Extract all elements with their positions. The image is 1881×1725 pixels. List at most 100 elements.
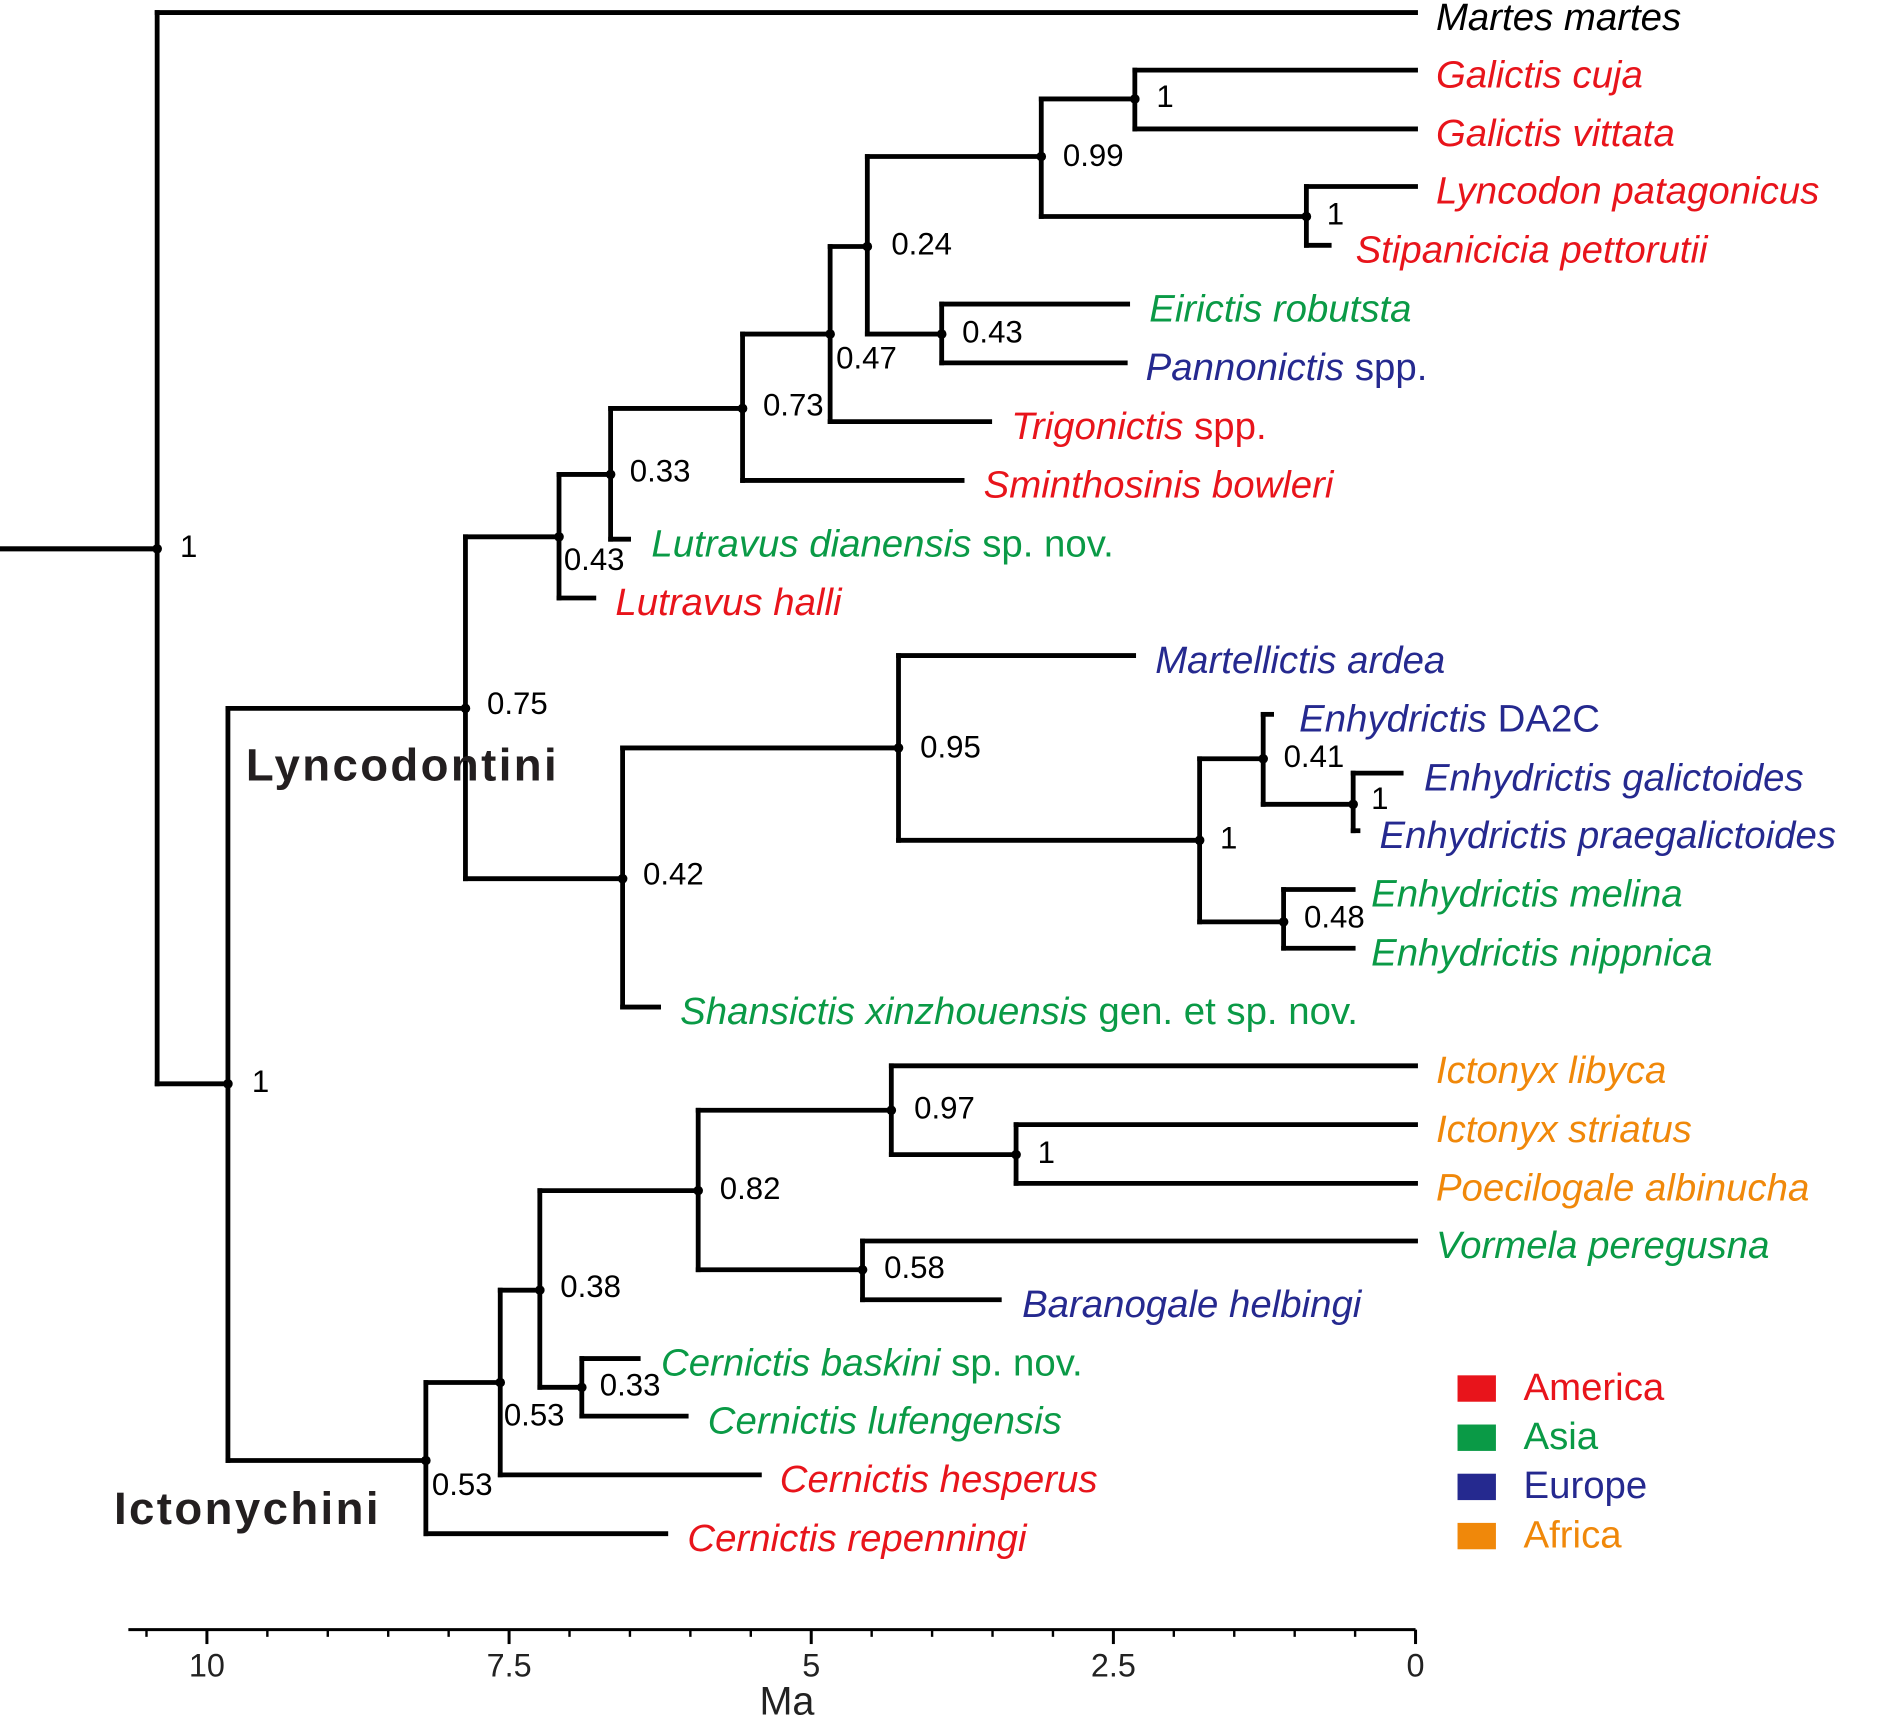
support-value: 0.47 xyxy=(836,341,897,376)
support-value: 0.33 xyxy=(600,1368,661,1403)
axis-title: Ma xyxy=(759,1679,815,1723)
node xyxy=(1194,835,1205,846)
support-value: 0.95 xyxy=(920,729,981,764)
taxon-label: Enhydrictis nippnica xyxy=(1371,932,1712,975)
taxon-name: Lutravus halli xyxy=(615,581,843,624)
clade-label: Ictonychini xyxy=(114,1483,381,1534)
taxon-suffix: spp. xyxy=(1355,346,1428,389)
node xyxy=(693,1185,703,1196)
taxon-name: Cernictis baskini xyxy=(661,1342,942,1385)
support-value: 1 xyxy=(252,1064,269,1099)
taxon-label: Sminthosinis bowleri xyxy=(984,464,1335,507)
node xyxy=(617,873,628,884)
taxon-name: Eirictis robutsta xyxy=(1149,287,1411,330)
node xyxy=(554,532,564,542)
taxon-label: Enhydrictis DA2C xyxy=(1299,698,1600,741)
support-value: 0.48 xyxy=(1304,900,1365,935)
taxon-name: Enhydrictis melina xyxy=(1371,873,1682,916)
taxon-name: Ictonyx libyca xyxy=(1436,1049,1666,1092)
taxon-suffix: sp. nov. xyxy=(982,523,1114,566)
taxon-label: Shansictis xinzhouensis gen. et sp. nov. xyxy=(680,990,1358,1033)
support-value: 1 xyxy=(1220,821,1237,856)
support-value: 0.53 xyxy=(504,1398,565,1433)
taxon-label: Cernictis lufengensis xyxy=(708,1399,1062,1442)
taxon-name: Poecilogale albinucha xyxy=(1436,1167,1809,1210)
node xyxy=(936,329,947,339)
node xyxy=(1348,799,1358,810)
taxon-name: Enhydrictis nippnica xyxy=(1371,932,1712,975)
node xyxy=(535,1285,545,1295)
taxon-label: Pannonictis spp. xyxy=(1146,346,1428,389)
taxon-label: Cernictis hesperus xyxy=(780,1458,1098,1501)
taxon-name: Enhydrictis galictoides xyxy=(1424,756,1804,799)
node xyxy=(737,403,748,414)
taxon-label: Vormela peregusna xyxy=(1436,1224,1770,1267)
support-value: 1 xyxy=(1327,197,1344,232)
taxon-name: Sminthosinis bowleri xyxy=(984,464,1335,507)
node xyxy=(605,469,616,480)
taxon-suffix: sp. nov. xyxy=(951,1342,1083,1385)
legend-swatch xyxy=(1457,1473,1496,1501)
taxon-name: Vormela peregusna xyxy=(1436,1224,1770,1267)
taxon-name: Baranogale helbingi xyxy=(1022,1283,1363,1326)
legend-label: America xyxy=(1524,1366,1665,1409)
taxon-suffix: gen. et sp. nov. xyxy=(1098,990,1358,1033)
taxon-name: Pannonictis xyxy=(1146,346,1344,389)
tree xyxy=(0,10,1418,1537)
taxon-label: Martellictis ardea xyxy=(1155,639,1445,682)
node xyxy=(421,1455,431,1466)
node xyxy=(1130,94,1140,104)
legend-label: Africa xyxy=(1524,1513,1623,1556)
taxon-label: Enhydrictis praegalictoides xyxy=(1380,814,1836,857)
taxon-name: Cernictis lufengensis xyxy=(708,1399,1062,1442)
legend-label: Asia xyxy=(1524,1415,1599,1458)
taxon-name: Martellictis ardea xyxy=(1155,639,1445,682)
support-value: 0.53 xyxy=(432,1467,493,1502)
taxon-suffix: spp. xyxy=(1194,405,1267,448)
taxon-name: Stipanicicia pettorutii xyxy=(1356,229,1709,272)
legend-swatch xyxy=(1457,1424,1496,1451)
taxon-name: Galictis vittata xyxy=(1436,112,1675,155)
support-value: 1 xyxy=(1156,79,1173,114)
node xyxy=(862,241,873,252)
support-value: 0.99 xyxy=(1063,138,1124,173)
node xyxy=(1011,1149,1021,1160)
taxon-label: Galictis vittata xyxy=(1436,112,1675,155)
taxon-name: Martes martes xyxy=(1436,0,1681,39)
taxon-label: Cernictis repenningi xyxy=(687,1517,1028,1560)
node xyxy=(1278,917,1289,927)
support-value: 0.42 xyxy=(643,857,704,892)
clade-label: Lyncodontini xyxy=(246,739,559,790)
taxon-name: Shansictis xinzhouensis xyxy=(680,990,1087,1033)
node xyxy=(893,743,904,753)
taxon-label: Enhydrictis melina xyxy=(1371,873,1682,916)
axis-tick-label: 0 xyxy=(1407,1648,1425,1684)
node xyxy=(460,703,471,714)
support-value: 0.97 xyxy=(914,1090,975,1125)
support-value: 1 xyxy=(1371,781,1388,816)
taxon-label: Poecilogale albinucha xyxy=(1436,1167,1809,1210)
support-value: 0.38 xyxy=(560,1269,621,1304)
taxon-suffix: DA2C xyxy=(1498,698,1600,741)
node xyxy=(825,329,835,339)
taxon-label: Eirictis robutsta xyxy=(1149,287,1411,330)
support-value: 0.43 xyxy=(962,314,1023,349)
node xyxy=(223,1079,233,1089)
axis-tick-label: 7.5 xyxy=(487,1648,532,1684)
taxon-name: Galictis cuja xyxy=(1436,53,1643,96)
taxon-name: Cernictis hesperus xyxy=(780,1458,1098,1501)
support-value: 0.75 xyxy=(487,686,548,721)
axis-tick-label: 2.5 xyxy=(1091,1648,1136,1684)
taxon-label: Baranogale helbingi xyxy=(1022,1283,1363,1326)
taxon-label: Galictis cuja xyxy=(1436,53,1643,96)
taxon-label: Ictonyx striatus xyxy=(1436,1108,1692,1151)
node xyxy=(886,1105,897,1116)
axis-tick-label: 10 xyxy=(189,1648,225,1684)
legend-label: Europe xyxy=(1524,1464,1648,1507)
legend-swatch xyxy=(1457,1375,1496,1402)
taxon-label: Enhydrictis galictoides xyxy=(1424,756,1804,799)
taxon-label: Martes martes xyxy=(1436,0,1681,39)
node xyxy=(577,1382,587,1393)
legend-swatch xyxy=(1457,1522,1496,1550)
